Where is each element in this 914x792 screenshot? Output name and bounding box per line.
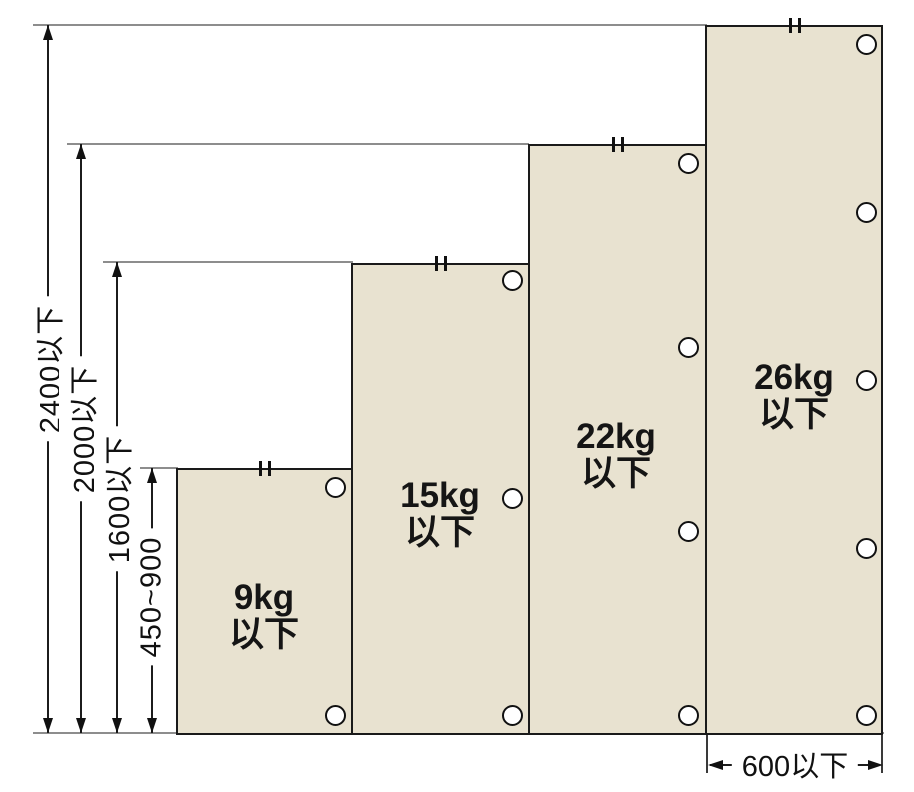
hole-icon bbox=[678, 153, 699, 174]
panel-label-22kg: 22kg 以下 bbox=[576, 418, 656, 492]
panel-26kg bbox=[705, 25, 883, 735]
weight-limit: 以下 bbox=[758, 395, 829, 434]
weight-limit: 以下 bbox=[228, 615, 300, 654]
panel-15kg bbox=[351, 263, 530, 735]
arrow-down-icon bbox=[76, 718, 86, 733]
extension-line-2400 bbox=[33, 24, 707, 26]
weight-value: 26kg bbox=[754, 358, 834, 397]
arrow-down-icon bbox=[147, 718, 157, 733]
arrow-up-icon bbox=[147, 468, 157, 483]
panel-label-26kg: 26kg 以下 bbox=[754, 359, 834, 433]
arrow-left-icon bbox=[708, 760, 723, 770]
arrow-up-icon bbox=[112, 262, 122, 277]
width-extension-line-left bbox=[706, 735, 708, 773]
panel-label-15kg: 15kg 以下 bbox=[400, 477, 480, 551]
extension-line-450-900 bbox=[138, 467, 178, 469]
width-dim-label-600: 600以下 bbox=[731, 743, 859, 785]
weight-value: 22kg bbox=[576, 417, 656, 456]
center-mark-icon bbox=[444, 256, 447, 271]
hole-icon bbox=[502, 705, 523, 726]
height-dim-label-450-900: 450~900 bbox=[133, 528, 171, 666]
hole-icon bbox=[856, 538, 877, 559]
center-mark-icon bbox=[259, 461, 262, 476]
center-mark-icon bbox=[621, 137, 624, 152]
weight-limit: 以下 bbox=[580, 454, 651, 493]
hole-icon bbox=[678, 521, 699, 542]
center-mark-icon bbox=[789, 18, 792, 33]
hole-icon bbox=[678, 705, 699, 726]
hole-icon bbox=[856, 202, 877, 223]
arrow-right-icon bbox=[868, 760, 883, 770]
weight-limit: 以下 bbox=[404, 513, 475, 552]
hole-icon bbox=[856, 370, 877, 391]
center-mark-icon bbox=[798, 18, 801, 33]
arrow-up-icon bbox=[43, 25, 53, 40]
weight-value: 15kg bbox=[400, 476, 480, 515]
arrow-up-icon bbox=[76, 144, 86, 159]
hole-icon bbox=[856, 705, 877, 726]
hole-icon bbox=[502, 270, 523, 291]
extension-line-2000 bbox=[67, 143, 529, 145]
arrow-down-icon bbox=[43, 718, 53, 733]
weight-value: 9kg bbox=[233, 578, 295, 617]
center-mark-icon bbox=[268, 461, 271, 476]
hole-icon bbox=[325, 477, 346, 498]
width-extension-line-right bbox=[881, 735, 883, 773]
center-mark-icon bbox=[435, 256, 438, 271]
extension-line-1600 bbox=[103, 261, 353, 263]
arrow-down-icon bbox=[112, 718, 122, 733]
hole-icon bbox=[325, 705, 346, 726]
center-mark-icon bbox=[612, 137, 615, 152]
panel-label-9kg: 9kg 以下 bbox=[229, 579, 299, 653]
hole-icon bbox=[678, 337, 699, 358]
hole-icon bbox=[856, 34, 877, 55]
hole-icon bbox=[502, 488, 523, 509]
